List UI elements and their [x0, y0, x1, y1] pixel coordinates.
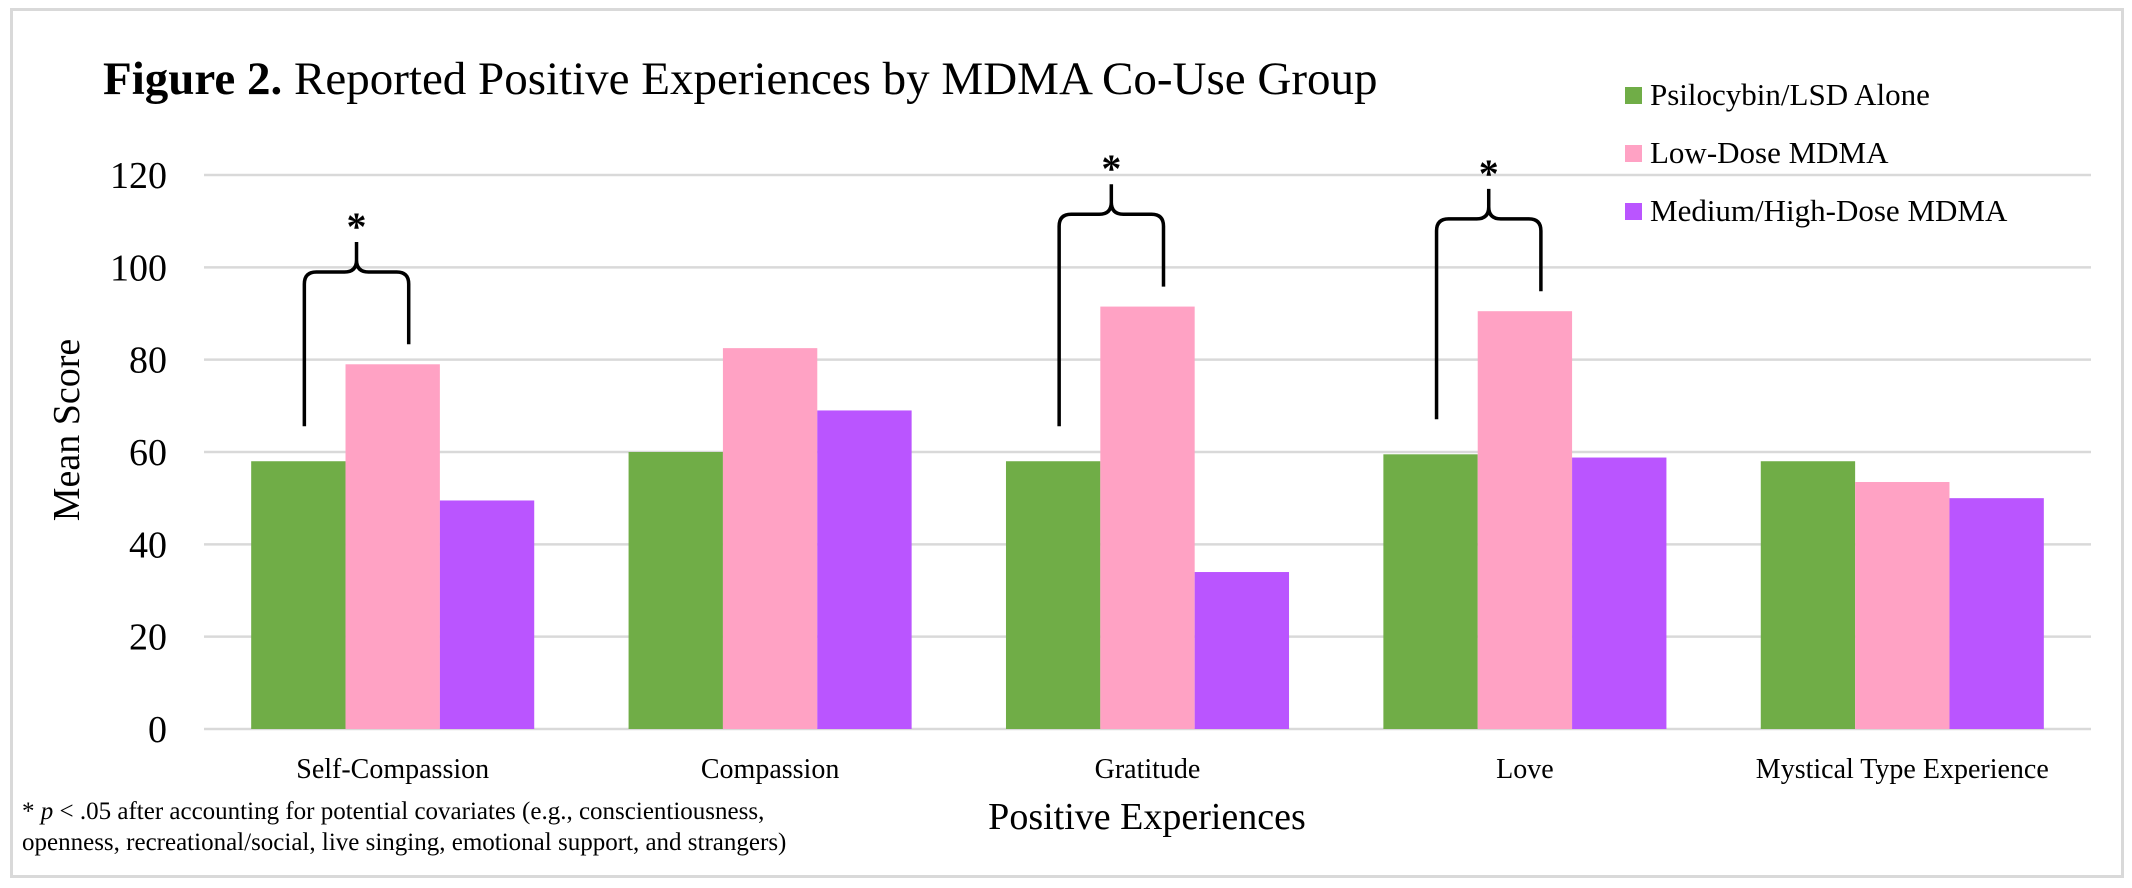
bar: [817, 410, 912, 729]
y-tick-label: 0: [148, 709, 167, 751]
legend-label: Medium/High-Dose MDMA: [1650, 193, 2008, 228]
x-tick-label: Mystical Type Experience: [1756, 754, 2049, 785]
bar: [1194, 572, 1290, 729]
x-axis-title: Positive Experiences: [988, 796, 1306, 838]
significance-bracket: [1434, 188, 1543, 420]
footnote-line-2: openness, recreational/social, live sing…: [22, 829, 787, 856]
figure-title-text: Reported Positive Experiences by MDMA Co…: [282, 53, 1378, 105]
x-tick-label: Compassion: [701, 754, 839, 785]
significance-bracket: [1057, 184, 1166, 427]
x-tick-label: Self-Compassion: [296, 754, 489, 785]
y-tick-label: 20: [129, 617, 167, 659]
bar: [1383, 454, 1478, 729]
bar: [345, 364, 440, 729]
legend-item-low-dose: Low-Dose MDMA: [1625, 124, 2007, 182]
y-tick-label: 100: [110, 247, 167, 289]
y-tick-label: 120: [110, 155, 167, 197]
legend-item-psilocybin: Psilocybin/LSD Alone: [1625, 66, 2007, 124]
bar: [1477, 311, 1573, 729]
legend: Psilocybin/LSD Alone Low-Dose MDMA Mediu…: [1625, 66, 2007, 240]
y-axis-title: Mean Score: [46, 338, 88, 522]
footnote-p: p: [40, 798, 54, 825]
significance-star: *: [347, 204, 367, 249]
y-tick-label: 60: [129, 432, 167, 474]
chart-title: Figure 2. Reported Positive Experiences …: [103, 52, 1378, 106]
significance-bracket: [302, 241, 411, 427]
bar: [722, 348, 818, 729]
bar: [1760, 461, 1856, 729]
figure-number: Figure 2.: [103, 53, 283, 105]
y-tick-label: 80: [129, 340, 167, 382]
legend-label: Low-Dose MDMA: [1650, 135, 1889, 170]
bar: [1949, 498, 2044, 729]
bar: [1005, 461, 1101, 729]
bar: [1855, 482, 1950, 729]
footnote-line-1: * p < .05 after accounting for potential…: [22, 796, 786, 827]
bar: [1100, 306, 1195, 729]
bar: [1572, 457, 1667, 729]
significance-star: *: [1479, 151, 1499, 196]
footnote-star: *: [22, 798, 41, 825]
legend-label: Psilocybin/LSD Alone: [1650, 77, 1930, 112]
legend-item-medium-high-dose: Medium/High-Dose MDMA: [1625, 182, 2007, 240]
legend-swatch-low-dose: [1625, 144, 1642, 162]
y-tick-label: 40: [129, 524, 167, 566]
significance-star: *: [1101, 146, 1121, 191]
footnote-text: < .05 after accounting for potential cov…: [53, 798, 765, 825]
bar: [251, 461, 346, 729]
bar: [439, 500, 535, 729]
x-tick-label: Gratitude: [1095, 754, 1201, 785]
legend-swatch-medium-high-dose: [1625, 202, 1642, 220]
footnote: * p < .05 after accounting for potential…: [22, 796, 786, 858]
x-tick-label: Love: [1496, 754, 1554, 785]
legend-swatch-psilocybin: [1625, 86, 1642, 104]
bar: [628, 452, 723, 729]
